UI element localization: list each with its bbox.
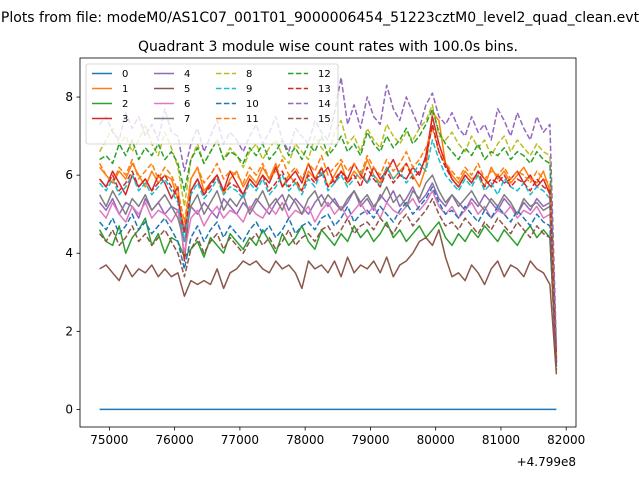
plot-frame	[79, 57, 577, 428]
legend-label-13: 13	[318, 84, 331, 95]
legend-label-14: 14	[318, 99, 331, 110]
legend-label-1: 1	[122, 84, 128, 95]
legend-label-6: 6	[184, 99, 190, 110]
series-line-13	[99, 123, 558, 359]
legend-label-9: 9	[246, 84, 252, 95]
legend-label-12: 12	[318, 69, 331, 80]
y-tick-label: 2	[65, 324, 73, 338]
series-line-3	[99, 115, 558, 363]
chart-title: Quadrant 3 module wise count rates with …	[138, 39, 518, 55]
series-line-15	[99, 197, 558, 371]
legend-label-5: 5	[184, 84, 190, 95]
legend-label-8: 8	[246, 69, 252, 80]
x-tick-label: 77000	[221, 433, 259, 447]
y-tick-label: 0	[65, 402, 73, 416]
x-tick-label: 82000	[547, 433, 585, 447]
legend-label-7: 7	[184, 114, 190, 125]
legend-label-10: 10	[246, 99, 259, 110]
series-layer	[98, 76, 558, 411]
legend-label-15: 15	[318, 114, 331, 125]
legend-frame	[85, 63, 339, 145]
series-line-2	[98, 217, 558, 367]
legend-label-3: 3	[122, 114, 128, 125]
x-axis-offset-label: +4.799e8	[517, 455, 576, 469]
y-tick-label: 6	[65, 168, 73, 182]
x-tick-label: 75000	[90, 433, 128, 447]
series-line-12	[99, 108, 558, 355]
legend-label-0: 0	[122, 69, 128, 80]
legend-label-4: 4	[184, 69, 190, 80]
y-axis: 0 2 4 6 8	[65, 90, 80, 416]
series-line-5	[99, 229, 558, 375]
x-tick-label: 76000	[156, 433, 194, 447]
x-axis: 75000 76000 77000 78000 79000 80000 81000 82000	[90, 427, 585, 447]
x-tick-label: 81000	[482, 433, 520, 447]
series-line-10	[99, 186, 558, 367]
x-tick-label: 80000	[417, 433, 455, 447]
figure-suptitle: Plots from file: modeM0/AS1C07_001T01_90…	[1, 10, 640, 26]
series-line-7	[98, 174, 558, 363]
legend-label-11: 11	[246, 114, 259, 125]
series-line-11	[98, 127, 558, 359]
series-line-9	[99, 139, 558, 359]
legend-label-2: 2	[122, 99, 128, 110]
y-tick-label: 8	[65, 90, 73, 104]
y-tick-label: 4	[65, 246, 73, 260]
series-line-4	[99, 182, 558, 363]
x-tick-label: 78000	[286, 433, 324, 447]
x-tick-label: 79000	[351, 433, 389, 447]
